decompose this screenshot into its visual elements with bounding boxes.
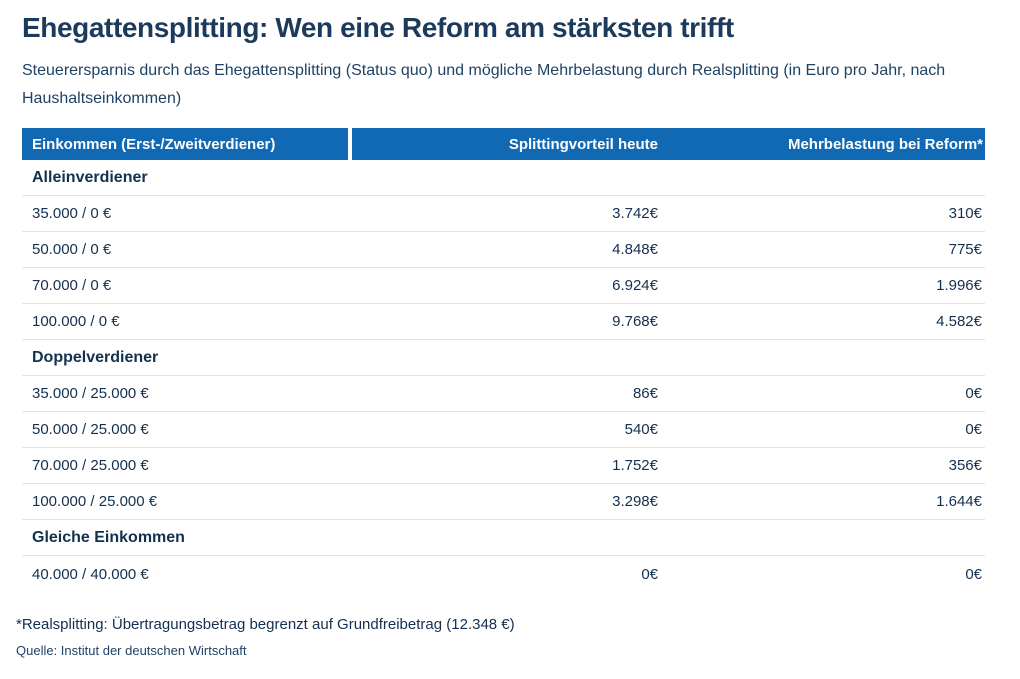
data-table: Einkommen (Erst-/Zweitverdiener) Splitti… — [22, 128, 985, 592]
burden-cell: 775€ — [948, 241, 982, 258]
source-note: Quelle: Institut der deutschen Wirtschaf… — [16, 643, 247, 658]
burden-cell: 0€ — [965, 421, 982, 438]
advantage-cell: 9.768€ — [612, 313, 658, 330]
table-row: 100.000 / 0 € 9.768€ 4.582€ — [22, 304, 985, 340]
income-cell: 35.000 / 0 € — [32, 205, 112, 222]
income-cell: 40.000 / 40.000 € — [32, 565, 149, 583]
burden-cell: 0€ — [965, 385, 982, 402]
advantage-cell: 3.742€ — [612, 205, 658, 222]
burden-cell: 1.644€ — [936, 493, 982, 510]
burden-cell: 4.582€ — [936, 313, 982, 330]
table-row: 35.000 / 25.000 € 86€ 0€ — [22, 376, 985, 412]
income-cell: 100.000 / 0 € — [32, 313, 120, 330]
burden-cell: 310€ — [948, 205, 982, 222]
table-row: 50.000 / 25.000 € 540€ 0€ — [22, 412, 985, 448]
advantage-cell: 0€ — [641, 565, 658, 583]
section-header-doppelverdiener: Doppelverdiener — [22, 340, 985, 376]
income-cell: 70.000 / 25.000 € — [32, 457, 149, 474]
advantage-cell: 4.848€ — [612, 241, 658, 258]
table-row: 40.000 / 40.000 € 0€ 0€ — [22, 556, 985, 592]
table-row: 70.000 / 25.000 € 1.752€ 356€ — [22, 448, 985, 484]
advantage-cell: 540€ — [624, 421, 658, 438]
page-subtitle: Steuerersparnis durch das Ehegattensplit… — [22, 62, 946, 107]
income-cell: 50.000 / 25.000 € — [32, 421, 149, 438]
page-title: Ehegattensplitting: Wen eine Reform am s… — [22, 12, 734, 43]
income-cell: 100.000 / 25.000 € — [32, 493, 158, 510]
income-cell: 35.000 / 25.000 € — [32, 385, 149, 402]
column-header-income: Einkommen (Erst-/Zweitverdiener) — [22, 128, 348, 160]
advantage-cell: 3.298€ — [612, 493, 658, 510]
header-column-divider — [348, 128, 352, 160]
advantage-cell: 86€ — [632, 385, 658, 402]
burden-cell: 356€ — [948, 457, 982, 474]
advantage-cell: 1.752€ — [612, 457, 658, 474]
table-row: 70.000 / 0 € 6.924€ 1.996€ — [22, 268, 985, 304]
table-row: 35.000 / 0 € 3.742€ 310€ — [22, 196, 985, 232]
table-header-row: Einkommen (Erst-/Zweitverdiener) Splitti… — [22, 128, 985, 160]
advantage-cell: 6.924€ — [612, 277, 658, 294]
column-header-burden: Mehrbelastung bei Reform* — [660, 128, 985, 160]
section-header-gleiche-einkommen: Gleiche Einkommen — [22, 520, 985, 556]
column-header-advantage: Splittingvorteil heute — [352, 128, 660, 160]
infographic-page: Ehegattensplitting: Wen eine Reform am s… — [16, 12, 985, 658]
income-cell: 50.000 / 0 € — [32, 241, 112, 258]
footnote: *Realsplitting: Übertragungsbetrag begre… — [16, 616, 515, 633]
burden-cell: 0€ — [965, 565, 982, 583]
table-row: 100.000 / 25.000 € 3.298€ 1.644€ — [22, 484, 985, 520]
table-row: 50.000 / 0 € 4.848€ 775€ — [22, 232, 985, 268]
section-header-alleinverdiener: Alleinverdiener — [22, 160, 985, 196]
income-cell: 70.000 / 0 € — [32, 277, 112, 294]
burden-cell: 1.996€ — [936, 277, 982, 294]
